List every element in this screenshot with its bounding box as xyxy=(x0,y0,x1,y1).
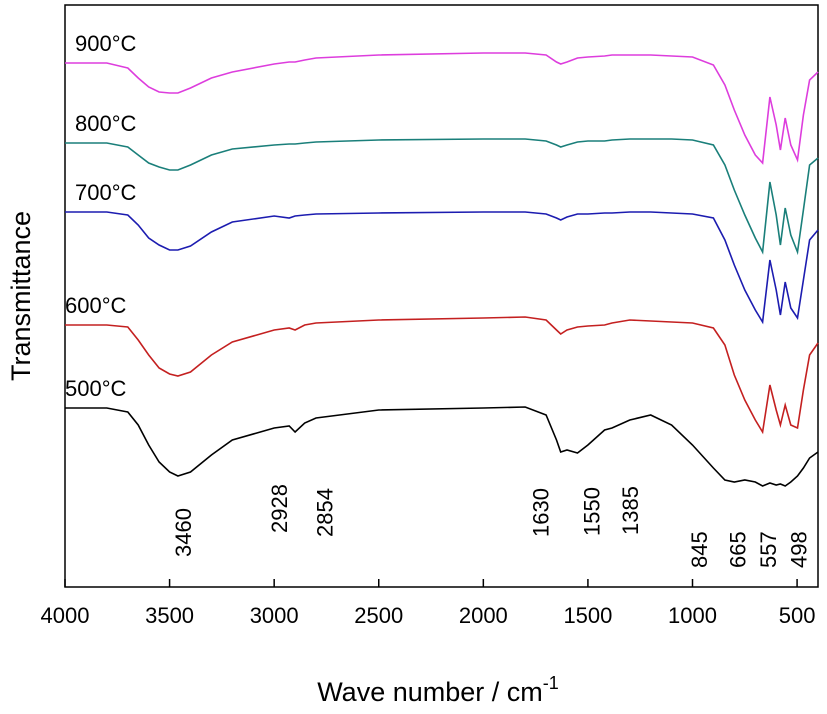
peak-label: 557 xyxy=(756,531,781,568)
peak-label: 1550 xyxy=(579,487,604,536)
x-tick-label: 4000 xyxy=(41,603,90,628)
peak-label: 845 xyxy=(687,531,712,568)
x-tick-label: 500 xyxy=(779,603,816,628)
series-line xyxy=(65,52,819,165)
x-axis-label: Wave number / cm-1 xyxy=(317,673,559,707)
series-line xyxy=(65,406,819,487)
x-axis-label-main: Wave number / cm xyxy=(317,677,543,707)
peak-label: 665 xyxy=(726,531,751,568)
peak-label: 1385 xyxy=(618,486,643,535)
series-label: 900°C xyxy=(75,31,137,56)
series-line xyxy=(65,316,819,435)
y-axis-label: Transmittance xyxy=(6,211,36,381)
series-label: 800°C xyxy=(75,111,137,136)
plot-frame xyxy=(64,4,819,588)
x-axis-label-sup: -1 xyxy=(543,673,559,693)
peak-label: 2854 xyxy=(313,488,338,537)
series-label: 700°C xyxy=(75,180,137,205)
x-tick-label: 3500 xyxy=(145,603,194,628)
peak-label: 1630 xyxy=(529,488,554,537)
peak-label: 2928 xyxy=(267,484,292,533)
peak-label: 3460 xyxy=(171,508,196,557)
series-line xyxy=(65,138,819,256)
x-tick-label: 3000 xyxy=(250,603,299,628)
series-label: 600°C xyxy=(65,293,127,318)
x-tick-label: 2500 xyxy=(354,603,403,628)
series-label: 500°C xyxy=(65,376,127,401)
series-line xyxy=(65,211,819,325)
x-tick-label: 1000 xyxy=(668,603,717,628)
peak-label: 498 xyxy=(787,531,812,568)
x-tick-label: 2000 xyxy=(459,603,508,628)
x-tick-label: 1500 xyxy=(563,603,612,628)
